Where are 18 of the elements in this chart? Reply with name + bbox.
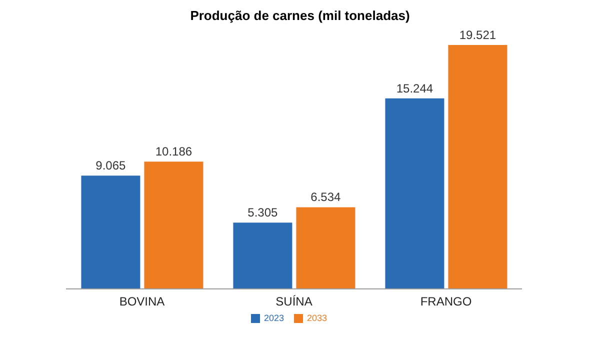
legend-label: 2023 — [264, 312, 284, 323]
bar — [81, 176, 140, 289]
bar — [385, 98, 444, 289]
bar — [233, 222, 292, 289]
x-tick-label: BOVINA — [119, 294, 165, 308]
x-tick-label: FRANGO — [420, 294, 472, 308]
data-label: 6.534 — [310, 190, 342, 204]
data-label: 15.244 — [396, 81, 434, 96]
data-label: 9.065 — [96, 158, 126, 173]
chart-title: Produção de carnes (mil toneladas) — [189, 8, 411, 23]
data-label: 19.521 — [459, 28, 496, 42]
bar — [144, 162, 204, 289]
data-label: 10.186 — [155, 144, 192, 159]
bar — [296, 207, 356, 289]
legend-label: 2033 — [307, 312, 328, 323]
data-label: 5.305 — [248, 206, 278, 220]
x-tick-label: SUÍNA — [276, 294, 312, 308]
bar — [448, 45, 508, 289]
